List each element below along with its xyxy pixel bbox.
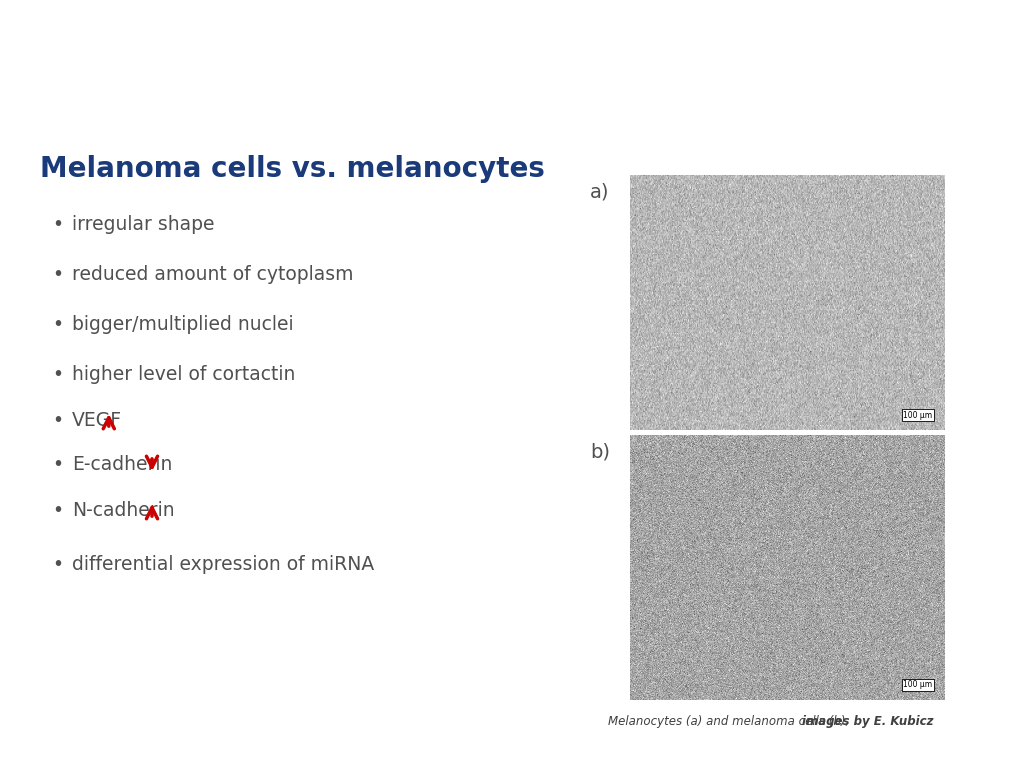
Text: differential expression of miRNA: differential expression of miRNA <box>72 555 374 574</box>
Text: VEGF: VEGF <box>72 411 122 429</box>
Text: •: • <box>52 216 63 234</box>
Text: N-cadherin: N-cadherin <box>72 501 175 519</box>
Text: reduced amount of cytoplasm: reduced amount of cytoplasm <box>72 266 353 284</box>
Text: •: • <box>52 411 63 429</box>
Text: •: • <box>52 501 63 519</box>
Text: •: • <box>52 366 63 385</box>
Text: Melanocytes (a) and melanoma cells (b),: Melanocytes (a) and melanoma cells (b), <box>608 715 853 728</box>
Text: bigger/multiplied nuclei: bigger/multiplied nuclei <box>72 316 294 335</box>
Text: •: • <box>52 266 63 284</box>
Text: higher level of cortactin: higher level of cortactin <box>72 366 295 385</box>
Text: Melanoma cells vs. melanocytes: Melanoma cells vs. melanocytes <box>40 155 545 183</box>
Text: IN KRAKOW: IN KRAKOW <box>90 61 150 71</box>
Text: a): a) <box>590 182 609 201</box>
Text: E-cadherin: E-cadherin <box>72 455 172 475</box>
Text: 100 μm: 100 μm <box>903 680 933 690</box>
Text: •: • <box>52 316 63 335</box>
Text: JAGIELLONIAN UNIVERSITY: JAGIELLONIAN UNIVERSITY <box>90 47 227 57</box>
Text: irregular shape: irregular shape <box>72 216 214 234</box>
Text: images by E. Kubicz: images by E. Kubicz <box>802 715 934 728</box>
Text: b): b) <box>590 442 610 461</box>
Text: •: • <box>52 555 63 574</box>
Text: 100 μm: 100 μm <box>903 411 933 420</box>
Text: •: • <box>52 455 63 475</box>
